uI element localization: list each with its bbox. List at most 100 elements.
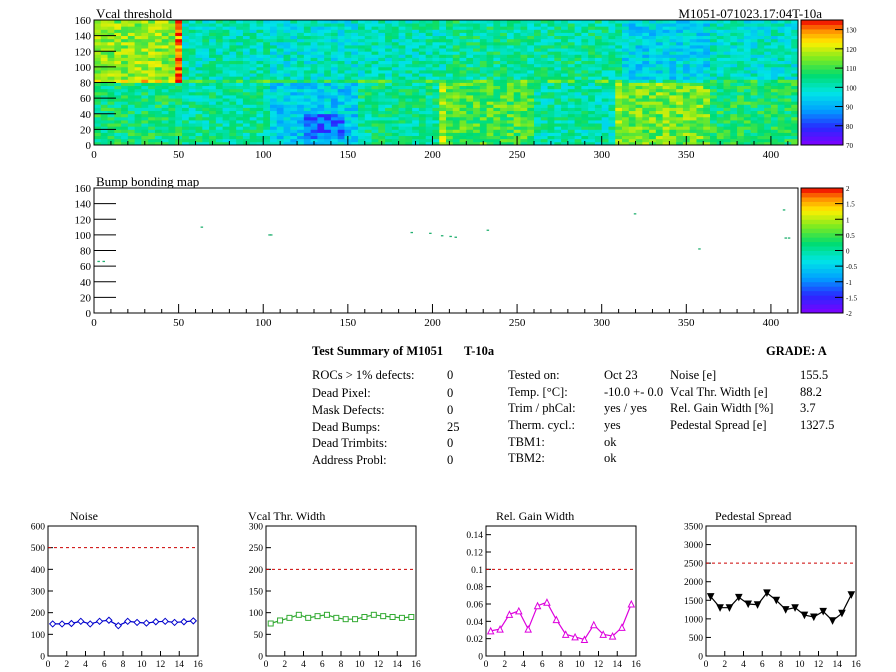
vcal-map-cell <box>222 76 230 80</box>
vcal-map-cell <box>574 29 582 33</box>
vcal-map-cell <box>743 104 752 108</box>
vcal-map-cell <box>716 45 724 49</box>
vcal-map-cell <box>649 41 657 46</box>
vcal-map-cell <box>310 66 318 71</box>
vcal-map-colorbar-cell <box>801 37 843 43</box>
vcal-map-cell <box>446 29 454 33</box>
vcal-map-cell <box>777 98 785 102</box>
vcal-map-cell <box>473 29 481 33</box>
vcal-map-cell <box>615 85 623 90</box>
vcal-map-cell <box>425 82 433 87</box>
vcal-map-cell <box>669 91 677 96</box>
vcal-map-cell <box>500 107 508 112</box>
vcal-map-cell <box>540 41 548 46</box>
vcal-map-cell <box>757 20 765 24</box>
vcal-map-cell <box>777 79 785 83</box>
vcal-map-cell <box>358 23 366 27</box>
vcal-map-cell <box>777 73 785 77</box>
vcal-map-cell <box>432 20 440 24</box>
vcal-map-cell <box>669 101 677 105</box>
vcal-map-cell <box>689 51 697 55</box>
vcal-map-cell <box>662 126 670 130</box>
vcal-map-cell <box>486 107 494 112</box>
vcal-map-cell <box>642 23 650 27</box>
vcal-map-cell <box>202 32 210 37</box>
vcal-map-cell <box>236 41 244 46</box>
vcal-map-cell <box>479 73 488 77</box>
vcal-map-cell <box>669 88 677 93</box>
vcal-map-colorbar-cell <box>801 131 843 137</box>
vcal-map-cell <box>493 29 501 33</box>
vcal-map-cell <box>391 54 400 58</box>
vcal-map-cell <box>222 91 230 96</box>
vcal-map-cell <box>317 51 325 55</box>
vcal-map-cell <box>466 63 474 68</box>
vcal-map-cell <box>710 88 718 93</box>
vcal-map-cell <box>195 141 203 146</box>
vcal-map-cell <box>737 141 745 146</box>
vcal-map-cell <box>513 41 521 46</box>
vcal-map-cell <box>716 82 724 87</box>
vcal-map-cell <box>229 141 237 146</box>
vcal-map-cell <box>662 91 670 96</box>
vcal-map-cell <box>114 45 122 49</box>
vcal-map-cell <box>425 132 433 137</box>
vcal-map-cell <box>588 88 596 93</box>
vcal-map-cell <box>114 79 122 83</box>
vcal-map-cell <box>175 63 183 68</box>
vcal-map-cell <box>561 41 569 46</box>
vcal-map-cell <box>777 141 785 146</box>
vcal-map-cell <box>418 88 427 93</box>
vcal-map-cell <box>432 82 440 87</box>
vcal-map-cell <box>127 57 136 62</box>
vcal-map-cell <box>385 76 393 80</box>
gain-width-plot-point <box>515 606 523 615</box>
vcal-map-cell <box>696 79 704 83</box>
vcal-map-cell <box>385 60 393 65</box>
vcal-map-cell <box>554 76 562 80</box>
vcal-map-cell <box>270 113 278 118</box>
vcal-map-cell <box>202 104 210 108</box>
vcal-map-cell <box>418 138 427 143</box>
vcal-map-cell <box>696 120 704 124</box>
vcal-map-cell <box>412 32 420 37</box>
vcal-map-cell <box>737 116 745 121</box>
vcal-map-cell <box>439 88 447 93</box>
vcal-map-cell <box>479 54 488 58</box>
vcal-map-cell <box>290 26 298 30</box>
vcal-map-cell <box>364 107 372 112</box>
vcal-map-cell <box>391 141 400 146</box>
vcal-map-cell <box>561 104 569 108</box>
vcal-map-cell <box>791 113 799 118</box>
vcal-map-cell <box>371 54 379 58</box>
vcal-map-cell <box>615 32 623 37</box>
vcal-map-cell <box>581 23 589 27</box>
vcal-map-cell <box>473 20 481 24</box>
vcal-map-cell <box>256 95 264 99</box>
vcal-map-cell <box>263 41 271 46</box>
vcal-map-cell <box>344 26 352 30</box>
vcal-width-plot-x-tick-label: 0 <box>264 660 269 670</box>
vcal-map-cell <box>534 82 542 87</box>
vcal-map-cell <box>757 123 765 127</box>
vcal-map-cell <box>107 95 115 99</box>
vcal-map-cell <box>168 104 176 108</box>
vcal-map-cell <box>215 95 224 99</box>
bump-map-y-tick-label: 100 <box>75 230 92 242</box>
vcal-map-cell <box>276 35 284 40</box>
vcal-map-cell <box>107 35 115 40</box>
vcal-map-cell <box>351 32 359 37</box>
vcal-map-cell <box>378 66 386 71</box>
vcal-map-cell <box>534 54 542 58</box>
vcal-map-cell <box>730 26 738 30</box>
noise-plot-point <box>189 617 198 625</box>
vcal-map-cell <box>764 116 772 121</box>
vcal-map-cell <box>703 132 711 137</box>
vcal-map-cell <box>236 135 244 140</box>
vcal-map-cell <box>256 41 264 46</box>
vcal-map-cell <box>601 82 609 87</box>
vcal-map-cell <box>770 79 779 83</box>
vcal-map-cell <box>209 70 217 74</box>
vcal-map-cell <box>188 82 196 87</box>
vcal-map-cell <box>791 57 799 62</box>
